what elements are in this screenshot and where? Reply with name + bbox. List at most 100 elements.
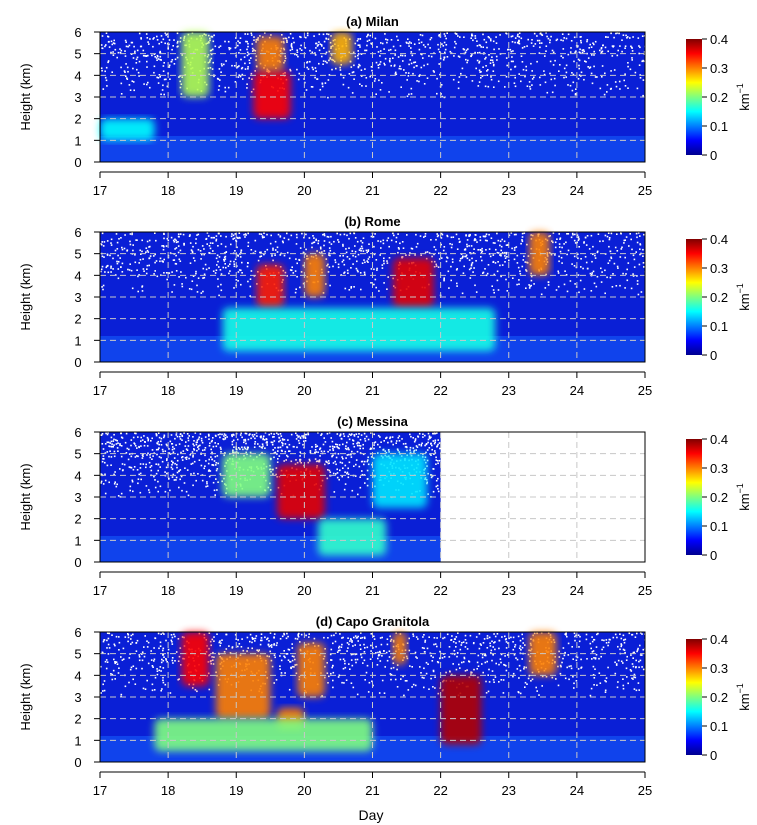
- noise-dot: [376, 46, 378, 48]
- noise-dot: [358, 465, 361, 468]
- noise-dot: [446, 234, 448, 237]
- noise-dot: [623, 242, 625, 244]
- noise-dot: [574, 93, 577, 95]
- noise-dot: [323, 240, 326, 242]
- noise-dot: [320, 247, 322, 250]
- noise-dot: [187, 445, 190, 447]
- noise-dot: [257, 443, 259, 445]
- noise-dot: [521, 47, 524, 49]
- noise-dot: [419, 235, 422, 237]
- noise-dot: [312, 241, 315, 244]
- noise-dot: [169, 692, 172, 694]
- noise-dot: [565, 632, 567, 634]
- noise-dot: [299, 286, 301, 289]
- colorbar-tick-label: 0.3: [710, 661, 728, 676]
- noise-dot: [444, 35, 446, 37]
- noise-dot: [174, 437, 176, 440]
- noise-dot: [389, 640, 392, 642]
- noise-dot: [594, 254, 596, 257]
- noise-dot: [339, 66, 341, 69]
- y-tick-label: 3: [74, 90, 81, 105]
- noise-dot: [558, 260, 560, 263]
- noise-dot: [489, 645, 492, 647]
- noise-dot: [370, 432, 372, 434]
- noise-dot: [321, 55, 323, 58]
- noise-dot: [357, 38, 359, 40]
- noise-dot: [156, 59, 158, 61]
- noise-dot: [469, 277, 472, 279]
- noise-dot: [423, 686, 425, 689]
- noise-dot: [116, 262, 119, 265]
- noise-dot: [563, 243, 565, 245]
- noise-dot: [485, 233, 488, 235]
- noise-dot: [272, 247, 274, 250]
- noise-dot: [614, 661, 616, 664]
- noise-dot: [362, 237, 365, 239]
- noise-dot: [350, 682, 353, 684]
- noise-dot: [480, 256, 482, 258]
- noise-dot: [606, 91, 608, 93]
- noise-dot: [373, 442, 376, 444]
- colorbar-tick-label: 0.4: [710, 632, 728, 647]
- noise-dot: [432, 669, 435, 672]
- noise-dot: [104, 461, 106, 464]
- noise-dot: [426, 449, 429, 451]
- noise-dot: [258, 445, 261, 448]
- noise-dot: [392, 443, 394, 446]
- noise-dot: [570, 236, 573, 239]
- noise-dot: [586, 39, 589, 41]
- noise-dot: [404, 680, 407, 682]
- noise-dot: [142, 49, 145, 52]
- noise-dot: [241, 446, 243, 449]
- noise-dot: [578, 640, 581, 643]
- noise-dot: [578, 51, 581, 53]
- noise-dot: [513, 249, 516, 251]
- noise-dot: [277, 446, 280, 449]
- noise-dot: [218, 266, 220, 268]
- noise-dot: [504, 261, 506, 263]
- noise-dot: [634, 636, 637, 638]
- noise-dot: [144, 55, 146, 57]
- noise-dot: [208, 475, 211, 478]
- noise-dot: [182, 233, 185, 236]
- noise-dot: [126, 78, 129, 80]
- noise-dot: [373, 635, 375, 638]
- noise-dot: [158, 436, 161, 439]
- noise-dot: [528, 287, 531, 289]
- noise-dot: [157, 432, 160, 434]
- noise-dot: [110, 244, 113, 246]
- noise-dot: [264, 447, 266, 449]
- noise-dot: [322, 63, 324, 65]
- noise-dot: [115, 439, 117, 441]
- noise-dot: [571, 263, 573, 265]
- noise-dot: [148, 489, 150, 491]
- aerosol-layer: [331, 32, 353, 65]
- noise-dot: [479, 71, 481, 73]
- noise-dot: [328, 462, 330, 464]
- noise-dot: [377, 64, 380, 66]
- noise-dot: [345, 248, 347, 250]
- noise-dot: [104, 70, 106, 73]
- noise-dot: [194, 259, 196, 262]
- noise-dot: [573, 682, 575, 685]
- noise-dot: [212, 236, 214, 239]
- noise-dot: [279, 655, 281, 657]
- noise-dot: [173, 479, 176, 481]
- noise-dot: [585, 244, 588, 246]
- noise-dot: [370, 268, 373, 270]
- noise-dot: [137, 482, 139, 485]
- noise-dot: [546, 91, 549, 94]
- noise-dot: [505, 244, 508, 246]
- noise-dot: [305, 233, 307, 236]
- noise-dot: [135, 432, 137, 435]
- noise-dot: [112, 42, 115, 44]
- noise-dot: [243, 446, 246, 449]
- noise-dot: [572, 675, 574, 678]
- noise-dot: [340, 646, 343, 648]
- noise-dot: [220, 235, 222, 237]
- noise-dot: [245, 40, 247, 43]
- noise-dot: [121, 463, 124, 465]
- y-tick-label: 5: [74, 447, 81, 462]
- noise-dot: [430, 476, 433, 479]
- noise-dot: [343, 233, 346, 236]
